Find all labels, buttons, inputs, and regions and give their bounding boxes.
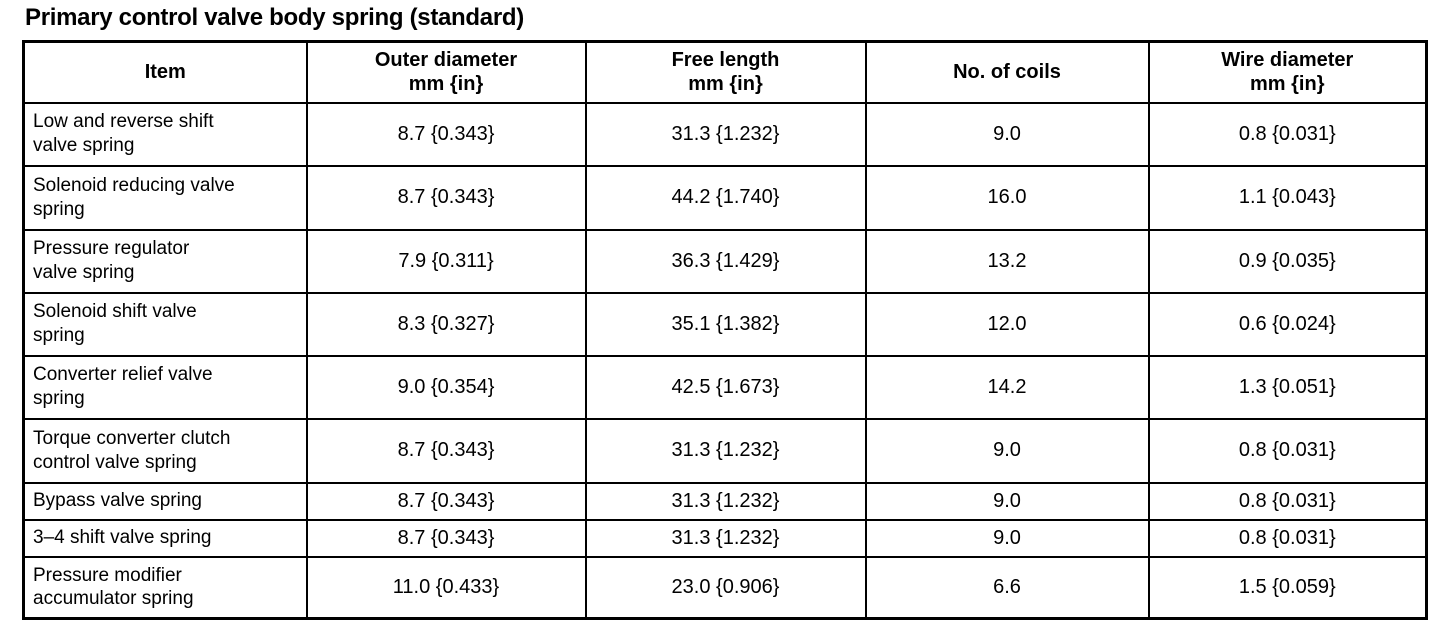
cell-item: 3–4 shift valve spring bbox=[22, 518, 308, 558]
cell-free-length: 35.1 {1.382} bbox=[584, 291, 867, 357]
cell-free-length: 31.3 {1.232} bbox=[584, 481, 867, 521]
cell-no-of-coils: 14.2 bbox=[864, 354, 1150, 420]
cell-free-length: 44.2 {1.740} bbox=[584, 164, 867, 231]
column-header-label: No. of coils bbox=[953, 61, 1061, 84]
column-header-wire-diameter: Wire diameter mm {in} bbox=[1147, 40, 1428, 104]
cell-wire-diameter: 0.8 {0.031} bbox=[1147, 417, 1428, 484]
cell-outer-diameter: 8.7 {0.343} bbox=[305, 164, 587, 231]
cell-no-of-coils: 16.0 bbox=[864, 164, 1150, 231]
column-header-outer-diameter: Outer diameter mm {in} bbox=[305, 40, 587, 104]
column-header-sublabel: mm {in} bbox=[408, 73, 484, 96]
table-row: Solenoid shift valve spring 8.3 {0.327} … bbox=[22, 291, 1428, 357]
column-header-label: Outer diameter bbox=[374, 48, 518, 71]
cell-item: Low and reverse shift valve spring bbox=[22, 101, 308, 167]
cell-outer-diameter: 8.3 {0.327} bbox=[305, 291, 587, 357]
column-header-label: Item bbox=[144, 61, 186, 84]
cell-no-of-coils: 12.0 bbox=[864, 291, 1150, 357]
column-header-free-length: Free length mm {in} bbox=[584, 40, 867, 104]
cell-free-length: 42.5 {1.673} bbox=[584, 354, 867, 420]
table-row: Pressure modifier accumulator spring 11.… bbox=[22, 555, 1428, 620]
cell-item: Converter relief valve spring bbox=[22, 354, 308, 420]
cell-no-of-coils: 6.6 bbox=[864, 555, 1150, 620]
cell-wire-diameter: 0.9 {0.035} bbox=[1147, 228, 1428, 294]
cell-no-of-coils: 9.0 bbox=[864, 101, 1150, 167]
cell-wire-diameter: 1.5 {0.059} bbox=[1147, 555, 1428, 620]
column-header-item: Item bbox=[22, 40, 308, 104]
column-header-label: Free length bbox=[671, 48, 780, 71]
cell-no-of-coils: 13.2 bbox=[864, 228, 1150, 294]
table-row: Bypass valve spring 8.7 {0.343} 31.3 {1.… bbox=[22, 481, 1428, 521]
cell-outer-diameter: 8.7 {0.343} bbox=[305, 518, 587, 558]
cell-free-length: 23.0 {0.906} bbox=[584, 555, 867, 620]
cell-outer-diameter: 7.9 {0.311} bbox=[305, 228, 587, 294]
table-row: Torque converter clutch control valve sp… bbox=[22, 417, 1428, 484]
table-header-row: Item Outer diameter mm {in} Free length … bbox=[22, 40, 1428, 104]
table-row: 3–4 shift valve spring 8.7 {0.343} 31.3 … bbox=[22, 518, 1428, 558]
table-row: Pressure regulator valve spring 7.9 {0.3… bbox=[22, 228, 1428, 294]
cell-wire-diameter: 1.3 {0.051} bbox=[1147, 354, 1428, 420]
cell-wire-diameter: 1.1 {0.043} bbox=[1147, 164, 1428, 231]
spring-spec-table: Item Outer diameter mm {in} Free length … bbox=[22, 40, 1428, 620]
column-header-sublabel: mm {in} bbox=[688, 73, 763, 96]
cell-item: Solenoid reducing valve spring bbox=[22, 164, 308, 231]
column-header-no-of-coils: No. of coils bbox=[864, 40, 1150, 104]
cell-outer-diameter: 8.7 {0.343} bbox=[305, 417, 587, 484]
column-header-label: Wire diameter bbox=[1221, 48, 1354, 71]
column-header-sublabel: mm {in} bbox=[1250, 73, 1325, 96]
cell-free-length: 31.3 {1.232} bbox=[584, 101, 867, 167]
cell-no-of-coils: 9.0 bbox=[864, 417, 1150, 484]
cell-item: Bypass valve spring bbox=[22, 481, 308, 521]
cell-free-length: 36.3 {1.429} bbox=[584, 228, 867, 294]
table-row: Converter relief valve spring 9.0 {0.354… bbox=[22, 354, 1428, 420]
cell-outer-diameter: 11.0 {0.433} bbox=[305, 555, 587, 620]
cell-free-length: 31.3 {1.232} bbox=[584, 518, 867, 558]
cell-no-of-coils: 9.0 bbox=[864, 481, 1150, 521]
cell-item: Torque converter clutch control valve sp… bbox=[22, 417, 308, 484]
cell-item: Solenoid shift valve spring bbox=[22, 291, 308, 357]
page-title: Primary control valve body spring (stand… bbox=[25, 4, 524, 31]
cell-free-length: 31.3 {1.232} bbox=[584, 417, 867, 484]
cell-wire-diameter: 0.8 {0.031} bbox=[1147, 481, 1428, 521]
table-row: Solenoid reducing valve spring 8.7 {0.34… bbox=[22, 164, 1428, 231]
cell-no-of-coils: 9.0 bbox=[864, 518, 1150, 558]
cell-outer-diameter: 8.7 {0.343} bbox=[305, 481, 587, 521]
cell-wire-diameter: 0.6 {0.024} bbox=[1147, 291, 1428, 357]
cell-outer-diameter: 8.7 {0.343} bbox=[305, 101, 587, 167]
cell-item: Pressure modifier accumulator spring bbox=[22, 555, 308, 620]
cell-item: Pressure regulator valve spring bbox=[22, 228, 308, 294]
cell-wire-diameter: 0.8 {0.031} bbox=[1147, 101, 1428, 167]
cell-wire-diameter: 0.8 {0.031} bbox=[1147, 518, 1428, 558]
cell-outer-diameter: 9.0 {0.354} bbox=[305, 354, 587, 420]
table-row: Low and reverse shift valve spring 8.7 {… bbox=[22, 101, 1428, 167]
